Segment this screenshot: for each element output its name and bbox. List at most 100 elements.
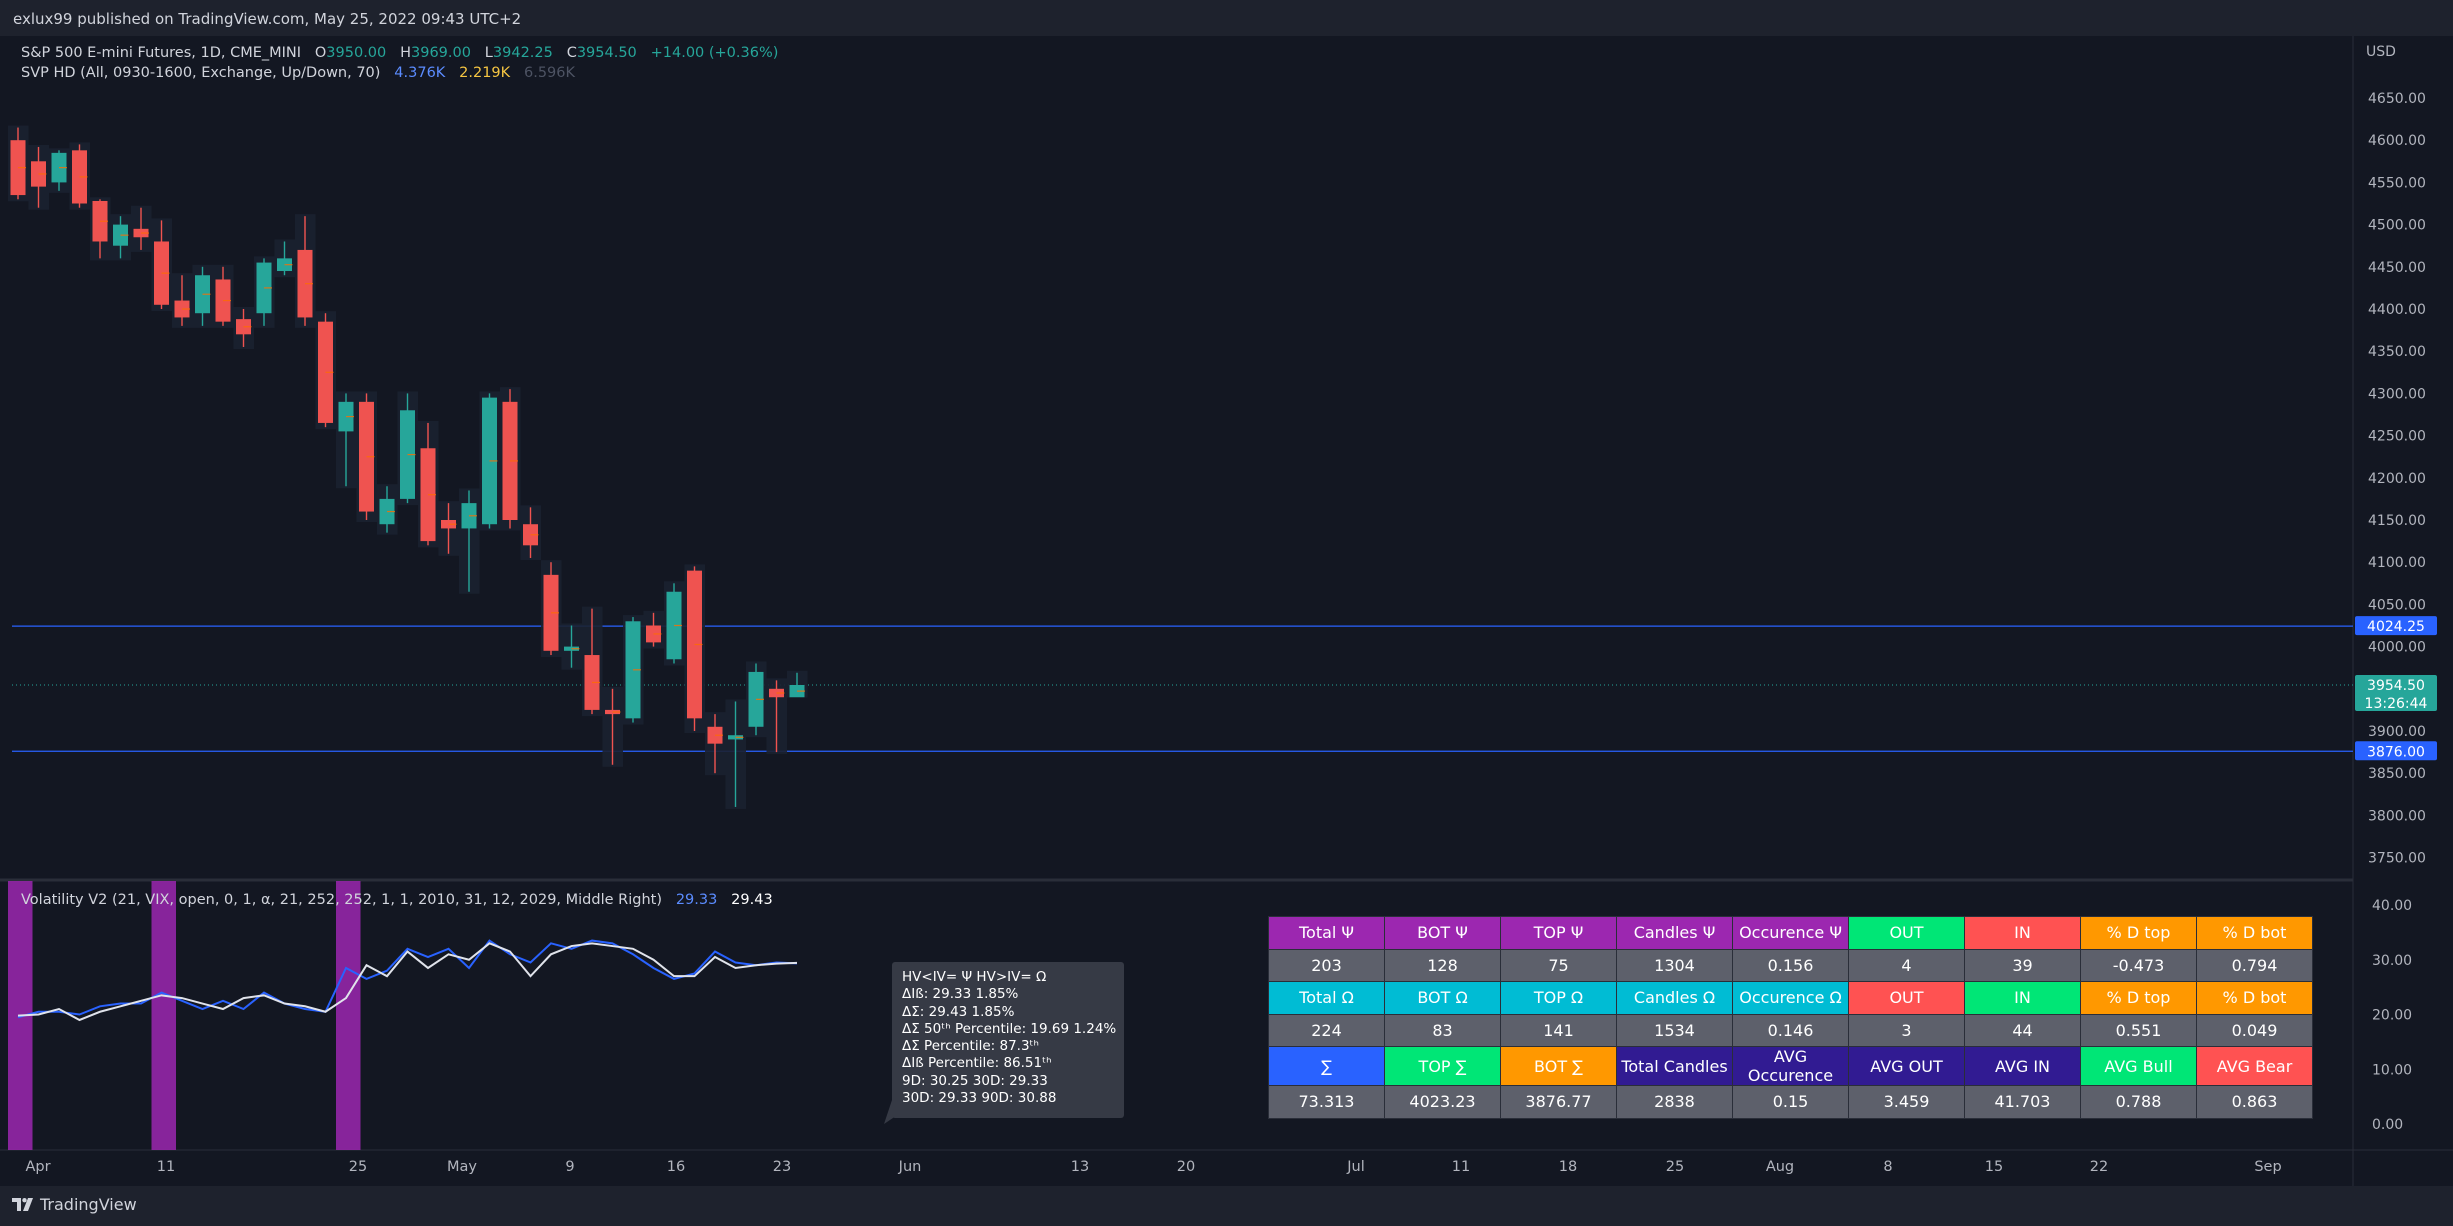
svp-legend[interactable]: SVP HD (All, 0930-1600, Exchange, Up/Dow… <box>21 65 575 81</box>
svp-title: SVP HD (All, 0930-1600, Exchange, Up/Dow… <box>21 65 381 81</box>
volatility-value-2: 29.43 <box>731 892 773 908</box>
stats-table-cell: 1304 <box>1616 948 1733 982</box>
time-tick-label: 15 <box>1985 1159 2003 1175</box>
price-tick-label: 4000.00 <box>2368 640 2426 656</box>
price-tick-label: 4450.00 <box>2368 260 2426 276</box>
stats-table-cell: 141 <box>1500 1013 1617 1047</box>
stats-table-cell: TOP Ψ <box>1500 916 1617 950</box>
price-axis-bg <box>2353 36 2453 1186</box>
change-value: +14.00 (+0.36%) <box>650 45 779 61</box>
high-value: 3969.00 <box>411 45 471 61</box>
stats-table-cell: 73.313 <box>1268 1085 1385 1119</box>
price-tick-label: 4650.00 <box>2368 91 2426 107</box>
volatility-tick-label: 20.00 <box>2372 1008 2412 1024</box>
time-tick-label: 9 <box>565 1159 574 1175</box>
stats-table-cell: Total Ω <box>1268 981 1385 1015</box>
stats-table-cell: 0.794 <box>2196 948 2313 982</box>
stats-table-cell: OUT <box>1848 981 1965 1015</box>
price-tick-label: 4300.00 <box>2368 386 2426 402</box>
price-tag <box>2355 616 2437 636</box>
stats-table-cell: 3876.77 <box>1500 1085 1617 1119</box>
stats-table-cell: IN <box>1964 916 2081 950</box>
stats-table-row: Total Ψ BOT Ψ TOP Ψ Candles Ψ Occurence Ψ OUT… <box>1268 916 2313 950</box>
stats-table-cell: AVG Bull <box>2080 1046 2197 1086</box>
price-tick-label: 4550.00 <box>2368 175 2426 191</box>
volatility-title: Volatility V2 (21, VIX, open, 0, 1, α, 2… <box>21 892 662 908</box>
stats-table-cell: % D bot <box>2196 916 2313 950</box>
price-tick-label: 4100.00 <box>2368 555 2426 571</box>
stats-table-cell: 3.459 <box>1848 1085 1965 1119</box>
stats-table-cell: ∑ <box>1268 1046 1385 1086</box>
volatility-band <box>336 881 361 1150</box>
stats-box-line: HV<IV= Ψ HV>IV= Ω <box>902 969 1047 985</box>
stats-table-cell: Occurence Ψ <box>1732 916 1849 950</box>
time-tick-label: 16 <box>667 1159 685 1175</box>
svp-value-down: 2.219K <box>459 65 511 81</box>
tradingview-logo[interactable]: TradingView <box>12 1195 137 1214</box>
stats-box-line: 9D: 30.25 30D: 29.33 <box>902 1072 1048 1089</box>
stats-table-cell: 1534 <box>1616 1013 1733 1047</box>
stats-table-row: 203 128 75 1304 0.156 4 39 -0.473 0.794 <box>1268 948 2313 982</box>
symbol-legend[interactable]: S&P 500 E-mini Futures, 1D, CME_MINI O39… <box>21 45 778 61</box>
stats-table-cell: Occurence Ω <box>1732 981 1849 1015</box>
stats-table-cell: 203 <box>1268 948 1385 982</box>
stats-box-line: ΔΣ: 29.43 1.85% <box>902 1003 1015 1020</box>
stats-table-cell: Candles Ω <box>1616 981 1733 1015</box>
low-label: L <box>484 45 493 61</box>
stats-table-cell: AVG Bear <box>2196 1046 2313 1086</box>
stats-table-cell: 39 <box>1964 948 2081 982</box>
stats-box-line: ΔΣ Percentile: 87.3ᵗʰ <box>902 1038 1039 1055</box>
time-tick-label: 11 <box>1452 1159 1470 1175</box>
time-tick-label: 8 <box>1883 1159 1892 1175</box>
time-tick-label: Apr <box>25 1159 50 1175</box>
time-tick-label: 13 <box>1071 1159 1089 1175</box>
price-tick-label: 4050.00 <box>2368 597 2426 613</box>
time-tick-label: 20 <box>1177 1159 1195 1175</box>
footer-bar <box>0 1186 2453 1226</box>
stats-table-cell: AVG OUT <box>1848 1046 1965 1086</box>
low-value: 3942.25 <box>492 45 553 61</box>
stats-table-cell: 75 <box>1500 948 1617 982</box>
time-tick-label: 11 <box>157 1159 175 1175</box>
price-tag <box>2355 675 2437 712</box>
volatility-value-1: 29.33 <box>675 892 718 908</box>
volatility-tick-label: 30.00 <box>2372 953 2412 969</box>
price-tag-countdown: 13:26:44 <box>2365 696 2428 712</box>
open-label: O <box>314 45 327 61</box>
price-tick-label: 3850.00 <box>2368 766 2426 782</box>
stats-table-cell: TOP Ω <box>1500 981 1617 1015</box>
stats-table-cell: 83 <box>1384 1013 1501 1047</box>
stats-box-line: ΔIß Percentile: 86.51ᵗʰ <box>902 1055 1052 1072</box>
stats-table-cell: 4 <box>1848 948 1965 982</box>
price-tag-text: 3954.50 <box>2367 678 2425 694</box>
tradingview-logo-icon <box>12 1197 33 1211</box>
price-tick-label: 4500.00 <box>2368 218 2426 234</box>
time-tick-label: Jul <box>1346 1159 1365 1175</box>
stats-table-cell: 0.146 <box>1732 1013 1849 1047</box>
stats-table-cell: 0.049 <box>2196 1013 2313 1047</box>
stats-table-cell: 0.788 <box>2080 1085 2197 1119</box>
close-value: 3954.50 <box>576 45 637 61</box>
stats-table-row: 73.313 4023.23 3876.77 2838 0.15 3.459 41.703 0… <box>1268 1085 2313 1119</box>
price-tick-label: 3800.00 <box>2368 808 2426 824</box>
publish-bar <box>0 0 2453 36</box>
volatility-legend[interactable]: Volatility V2 (21, VIX, open, 0, 1, α, 2… <box>21 892 773 908</box>
price-tick-label: 4400.00 <box>2368 302 2426 318</box>
volatility-tick-label: 40.00 <box>2372 898 2412 914</box>
price-tick-label: 4150.00 <box>2368 513 2426 529</box>
stats-table-cell: -0.473 <box>2080 948 2197 982</box>
time-tick-label: 25 <box>1666 1159 1684 1175</box>
open-value: 3950.00 <box>326 45 387 61</box>
stats-table-cell: Total Candles <box>1616 1046 1733 1086</box>
stats-table-cell: TOP ∑ <box>1384 1046 1501 1086</box>
stats-table-cell: % D top <box>2080 981 2197 1015</box>
volatility-stats-box: HV<IV= Ψ HV>IV= Ω ΔIß: 29.33 1.85% ΔΣ: 29.… <box>892 962 1124 1118</box>
symbol-name: S&P 500 E-mini Futures, 1D, CME_MINI <box>21 45 302 61</box>
price-tag-text: 4024.25 <box>2367 619 2425 635</box>
stats-table-cell: 0.15 <box>1732 1085 1849 1119</box>
time-tick-label: Jun <box>898 1159 922 1175</box>
close-label: C <box>566 45 577 61</box>
stats-table-cell: Total Ψ <box>1268 916 1385 950</box>
price-tick-label: 4600.00 <box>2368 133 2426 149</box>
